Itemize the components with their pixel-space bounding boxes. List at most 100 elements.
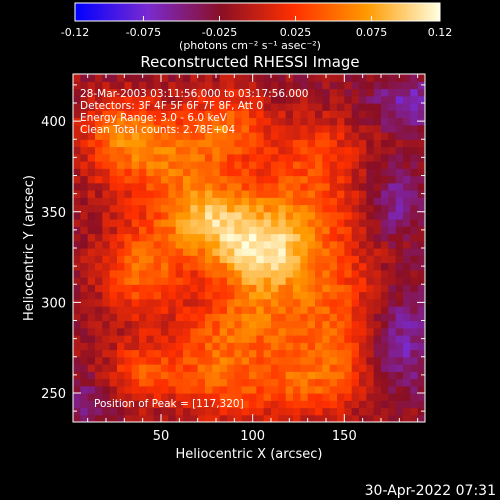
heatmap-cell [234,320,243,329]
heatmap-cell [117,161,125,169]
heatmap-cell [124,168,133,177]
heatmap-cell [307,277,316,285]
heatmap-cell [87,313,96,322]
heatmap-cell [278,277,287,285]
heatmap-cell [124,320,133,329]
heatmap-cell [307,197,316,206]
heatmap-cell [146,269,155,278]
heatmap-cell [146,284,155,293]
heatmap-cell [373,356,382,365]
heatmap-cell [366,393,375,401]
heatmap-cell [395,277,404,285]
heatmap-cell [117,197,125,206]
heatmap-cell [344,226,353,235]
heatmap-cell [307,306,316,314]
heatmap-cell [300,393,309,401]
heatmap-cell [315,291,323,300]
heatmap-cell [249,211,257,220]
y-tick-label: 400 [41,115,66,130]
heatmap-cell [322,284,331,293]
heatmap-cell [307,132,316,140]
heatmap-cell [403,226,411,235]
heatmap-cell [80,277,89,285]
heatmap-cell [263,233,272,242]
heatmap-cell [359,153,367,162]
heatmap-cell [403,371,411,380]
heatmap-cell [359,378,367,387]
heatmap-cell [197,117,206,126]
heatmap-cell [190,277,199,285]
heatmap-cell [388,204,397,213]
heatmap-cell [359,240,367,249]
heatmap-cell [212,378,221,387]
heatmap-cell [183,385,191,394]
heatmap-cell [95,356,103,365]
heatmap-cell [183,197,191,206]
heatmap-cell [388,284,397,293]
heatmap-cell [241,168,250,177]
heatmap-cell [278,74,287,82]
heatmap-cell [146,378,155,387]
heatmap-cell [278,103,287,111]
heatmap-cell [197,364,206,372]
heatmap-cell [131,110,140,119]
heatmap-cell [139,124,147,133]
heatmap-cell [322,197,331,206]
heatmap-cell [139,139,147,148]
heatmap-cell [410,124,419,133]
heatmap-cell [256,204,265,213]
heatmap-cell [95,248,103,256]
heatmap-cell [263,349,272,358]
heatmap-cell [381,393,389,401]
heatmap-cell [146,414,155,422]
heatmap-cell [197,161,206,169]
heatmap-cell [366,335,375,343]
heatmap-cell [417,110,425,119]
heatmap-cell [131,161,140,169]
heatmap-cell [109,233,118,242]
heatmap-cell [161,313,169,322]
heatmap-cell [410,356,419,365]
heatmap-cell [417,168,425,177]
colorbar-unit-label: (photons cm⁻² s⁻¹ asec⁻²) [179,39,321,52]
heatmap-cell [80,175,89,184]
heatmap-cell [256,306,265,314]
heatmap-cell [212,313,221,322]
heatmap-cell [271,117,279,126]
heatmap-cell [351,342,360,351]
heatmap-cell [366,407,375,416]
heatmap-cell [322,407,331,416]
heatmap-cell [241,132,250,140]
heatmap-cell [95,124,103,133]
heatmap-cell [395,219,404,227]
heatmap-cell [322,190,331,198]
heatmap-cell [124,190,133,198]
heatmap-cell [117,153,125,162]
heatmap-cell [183,117,191,126]
heatmap-cell [315,378,323,387]
heatmap-cell [315,277,323,285]
heatmap-cell [87,117,96,126]
heatmap-cell [161,248,169,256]
heatmap-cell [153,378,162,387]
heatmap-cell [293,161,301,169]
heatmap-cell [234,74,243,82]
heatmap-cell [271,371,279,380]
heatmap-cell [249,313,257,322]
heatmap-cell [197,378,206,387]
heatmap-cell [366,161,375,169]
heatmap-cell [322,378,331,387]
heatmap-cell [73,291,81,300]
heatmap-cell [197,327,206,336]
heatmap-cell [315,306,323,314]
heatmap-cell [73,277,81,285]
heatmap-cell [300,407,309,416]
heatmap-cell [153,226,162,235]
heatmap-cell [153,95,162,104]
heatmap-cell [271,74,279,82]
heatmap-cell [293,277,301,285]
heatmap-cell [337,385,345,394]
heatmap-cell [256,95,265,104]
heatmap-cell [205,175,213,184]
heatmap-cell [351,219,360,227]
